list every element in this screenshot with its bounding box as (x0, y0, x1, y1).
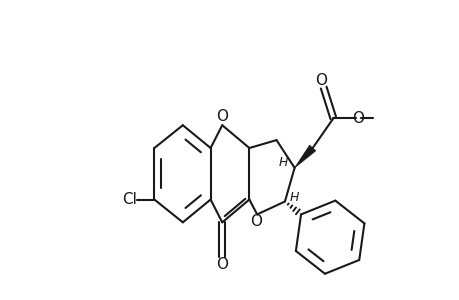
Text: O: O (216, 257, 228, 272)
Text: O: O (216, 109, 228, 124)
Text: Cl: Cl (122, 192, 137, 207)
Text: O: O (352, 111, 364, 126)
Text: H: H (278, 156, 287, 169)
Text: O: O (249, 214, 261, 229)
Text: O: O (314, 73, 326, 88)
Text: H: H (289, 190, 298, 204)
Polygon shape (294, 145, 315, 168)
